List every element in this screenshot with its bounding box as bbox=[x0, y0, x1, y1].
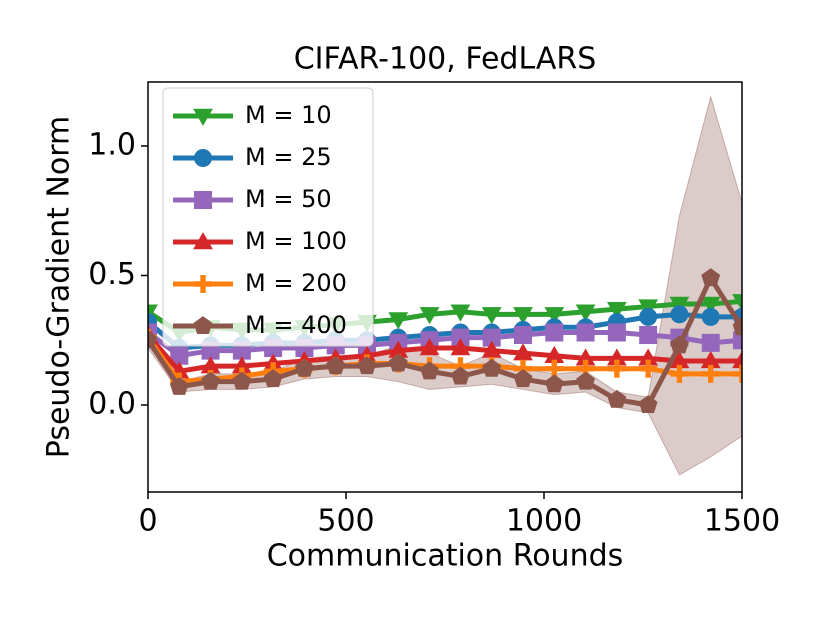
marker bbox=[670, 364, 689, 383]
marker bbox=[606, 301, 627, 320]
marker bbox=[513, 307, 533, 325]
marker bbox=[170, 346, 189, 365]
marker bbox=[701, 268, 721, 287]
marker bbox=[701, 364, 720, 383]
legend-label: M = 200 bbox=[245, 269, 347, 297]
marker bbox=[326, 356, 346, 375]
plot-frame bbox=[147, 81, 743, 493]
marker bbox=[148, 330, 158, 349]
marker bbox=[148, 304, 158, 322]
marker bbox=[194, 275, 212, 293]
marker bbox=[388, 312, 409, 330]
marker bbox=[388, 353, 408, 372]
marker bbox=[544, 307, 565, 325]
marker bbox=[263, 353, 284, 371]
y-tick-label: 0.5 bbox=[88, 257, 136, 292]
plot-area bbox=[148, 94, 742, 476]
marker bbox=[670, 305, 689, 324]
marker bbox=[639, 307, 658, 326]
legend-label: M = 25 bbox=[245, 143, 332, 171]
marker bbox=[481, 340, 502, 358]
marker bbox=[700, 351, 721, 369]
x-tick-label: 1000 bbox=[506, 504, 582, 539]
marker bbox=[575, 348, 596, 366]
marker bbox=[295, 358, 314, 377]
marker bbox=[545, 323, 564, 342]
marker bbox=[357, 345, 377, 363]
marker bbox=[701, 307, 720, 326]
x-tick-label: 1500 bbox=[704, 504, 780, 539]
marker bbox=[544, 345, 565, 363]
marker bbox=[388, 340, 409, 358]
marker bbox=[733, 331, 742, 350]
marker bbox=[357, 356, 377, 375]
marker bbox=[513, 369, 533, 388]
marker bbox=[669, 296, 690, 314]
marker bbox=[576, 323, 595, 342]
marker bbox=[670, 335, 689, 354]
marker bbox=[514, 326, 533, 345]
legend-label: M = 10 bbox=[245, 101, 332, 129]
marker bbox=[732, 351, 742, 369]
y-tick-label: 0.0 bbox=[88, 386, 136, 421]
marker bbox=[607, 323, 626, 342]
marker bbox=[420, 361, 439, 380]
marker bbox=[544, 374, 564, 393]
marker bbox=[576, 371, 595, 390]
marker bbox=[194, 149, 212, 167]
marker bbox=[419, 338, 440, 356]
marker bbox=[638, 348, 659, 366]
marker bbox=[194, 191, 212, 209]
y-tick-label: 1.0 bbox=[88, 127, 136, 162]
marker bbox=[450, 338, 471, 356]
marker bbox=[701, 333, 720, 352]
x-tick-label: 0 bbox=[138, 504, 157, 539]
marker bbox=[638, 299, 659, 317]
marker bbox=[638, 395, 658, 413]
x-tick-label: 500 bbox=[317, 504, 374, 539]
marker bbox=[231, 356, 252, 374]
marker bbox=[732, 317, 742, 336]
marker bbox=[639, 359, 658, 378]
marker bbox=[169, 376, 189, 395]
marker bbox=[732, 294, 742, 312]
chart-title: CIFAR-100, FedLARS bbox=[294, 42, 597, 77]
marker bbox=[576, 359, 595, 378]
marker bbox=[263, 369, 283, 388]
marker bbox=[201, 371, 220, 390]
marker bbox=[606, 348, 627, 366]
marker bbox=[639, 326, 658, 345]
marker bbox=[513, 343, 533, 361]
marker bbox=[200, 356, 221, 374]
marker bbox=[450, 304, 471, 322]
marker bbox=[193, 232, 213, 250]
marker bbox=[733, 364, 742, 383]
marker bbox=[232, 371, 252, 390]
x-axis-label: Communication Rounds bbox=[267, 539, 624, 574]
marker bbox=[669, 351, 690, 369]
marker bbox=[514, 359, 533, 378]
marker bbox=[451, 328, 470, 347]
marker bbox=[419, 307, 440, 325]
marker bbox=[482, 358, 502, 377]
marker bbox=[575, 304, 596, 322]
marker bbox=[545, 359, 564, 378]
marker bbox=[193, 316, 213, 335]
marker bbox=[481, 307, 502, 325]
marker bbox=[193, 108, 213, 126]
marker bbox=[700, 296, 721, 314]
legend-label: M = 400 bbox=[245, 311, 347, 339]
legend-label: M = 100 bbox=[245, 227, 347, 255]
marker bbox=[607, 359, 626, 378]
marker bbox=[451, 366, 470, 385]
y-axis-label: Pseudo-Gradient Norm bbox=[42, 116, 77, 458]
marker bbox=[482, 328, 501, 347]
marker bbox=[607, 389, 627, 408]
marker bbox=[451, 357, 470, 376]
legend-label: M = 50 bbox=[245, 185, 332, 213]
